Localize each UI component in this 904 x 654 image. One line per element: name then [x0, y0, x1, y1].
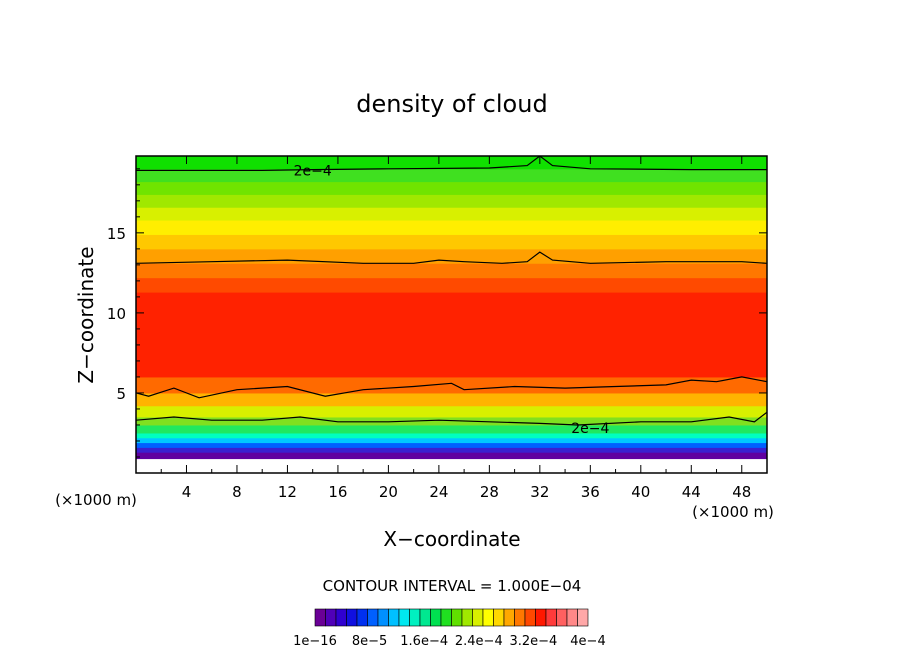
density-band-19 [136, 181, 767, 195]
colorbar-swatch [440, 608, 452, 627]
contour-line-1 [136, 251, 767, 264]
density-band-16 [136, 220, 767, 235]
density-band-13 [136, 263, 767, 279]
x-tick-label: 20 [379, 483, 398, 501]
colorbar-swatch [409, 608, 421, 627]
x-tick-label: 16 [328, 483, 347, 501]
y-tick-label: 5 [116, 385, 126, 403]
x-tick-label: 4 [182, 483, 192, 501]
density-band-11 [136, 292, 767, 378]
density-band-5 [136, 432, 767, 439]
colorbar-swatch [472, 608, 484, 627]
colorbar-swatch [566, 608, 578, 627]
density-field [136, 156, 767, 473]
colorbar-swatch [367, 608, 379, 627]
colorbar-swatch [388, 608, 400, 627]
contour-label-1: 2e−4 [571, 421, 609, 437]
colorbar-labels: 1e−16 8e−5 1.6e−4 2.4e−4 3.2e−4 4e−4 [293, 634, 606, 649]
density-band-20 [136, 168, 767, 183]
density-band-9 [136, 392, 767, 407]
density-band-4 [136, 437, 767, 444]
density-band-18 [136, 194, 767, 208]
plot-frame [135, 155, 768, 474]
x-tick-label: 32 [530, 483, 549, 501]
colorbar-swatch [335, 608, 347, 627]
x-tick-label: 28 [480, 483, 499, 501]
x-tick-label: 24 [429, 483, 448, 501]
colorbar-swatch [556, 608, 568, 627]
colorbar-swatch [493, 608, 505, 627]
contour-line-2 [136, 376, 767, 399]
density-band-15 [136, 234, 767, 250]
colorbar-swatch [325, 608, 337, 627]
contour-line-0 [136, 156, 767, 171]
density-band-21 [136, 156, 767, 170]
colorbar-swatch [356, 608, 368, 627]
x-axis-label: X−coordinate [383, 527, 520, 551]
colorbar-swatch [577, 608, 589, 627]
contour-interval-text: CONTOUR INTERVAL = 1.000E−04 [323, 577, 582, 595]
density-band-3 [136, 442, 767, 448]
colorbar-swatch [461, 608, 473, 627]
contour-label-0: 2e−4 [294, 163, 332, 179]
contour-lines: 2e−4 2e−4 [136, 156, 767, 437]
density-band-12 [136, 277, 767, 293]
x-tick-label: 48 [732, 483, 751, 501]
y-tick-label: 15 [107, 225, 126, 243]
y-axis: 5 10 15 [107, 168, 767, 458]
density-band-17 [136, 207, 767, 221]
colorbar-tick-label: 4e−4 [570, 634, 605, 649]
colorbar-tick-label: 1e−16 [293, 634, 337, 649]
colorbar-tick-label: 3.2e−4 [509, 634, 557, 649]
x-tick-label: 8 [232, 483, 242, 501]
colorbar-tick-label: 1.6e−4 [400, 634, 448, 649]
density-band-8 [136, 405, 767, 418]
x-tick-label: 44 [682, 483, 701, 501]
colorbar-swatch [545, 608, 557, 627]
chart-title: density of cloud [356, 90, 547, 118]
colorbar-swatch [535, 608, 547, 627]
colorbar-swatch [377, 608, 389, 627]
density-band-7 [136, 416, 767, 426]
x-axis-unit: (×1000 m) [692, 503, 774, 521]
colorbar-swatch [524, 608, 536, 627]
colorbar [314, 608, 589, 627]
x-tick-label: 40 [631, 483, 650, 501]
colorbar-swatch [503, 608, 515, 627]
colorbar-swatch [314, 608, 326, 627]
colorbar-tick-label: 8e−5 [352, 634, 387, 649]
x-axis: 4 8 12 16 20 24 28 32 36 40 44 48 [160, 156, 751, 501]
colorbar-tick-label: 2.4e−4 [455, 634, 503, 649]
y-tick-label: 10 [107, 305, 126, 323]
colorbar-swatch [482, 608, 494, 627]
density-band-2 [136, 447, 767, 453]
y-axis-unit: (×1000 m) [55, 491, 137, 509]
colorbar-swatch [451, 608, 463, 627]
colorbar-swatch [346, 608, 358, 627]
x-tick-label: 36 [581, 483, 600, 501]
density-band-10 [136, 376, 767, 394]
colorbar-swatch [514, 608, 526, 627]
colorbar-swatch [430, 608, 442, 627]
contour-line-3 [136, 411, 767, 426]
density-band-1 [136, 452, 767, 460]
colorbar-swatch [419, 608, 431, 627]
density-band-6 [136, 424, 767, 434]
density-band-0 [136, 458, 767, 473]
y-axis-label: Z−coordinate [74, 246, 98, 383]
colorbar-swatch [398, 608, 410, 627]
x-tick-label: 12 [278, 483, 297, 501]
